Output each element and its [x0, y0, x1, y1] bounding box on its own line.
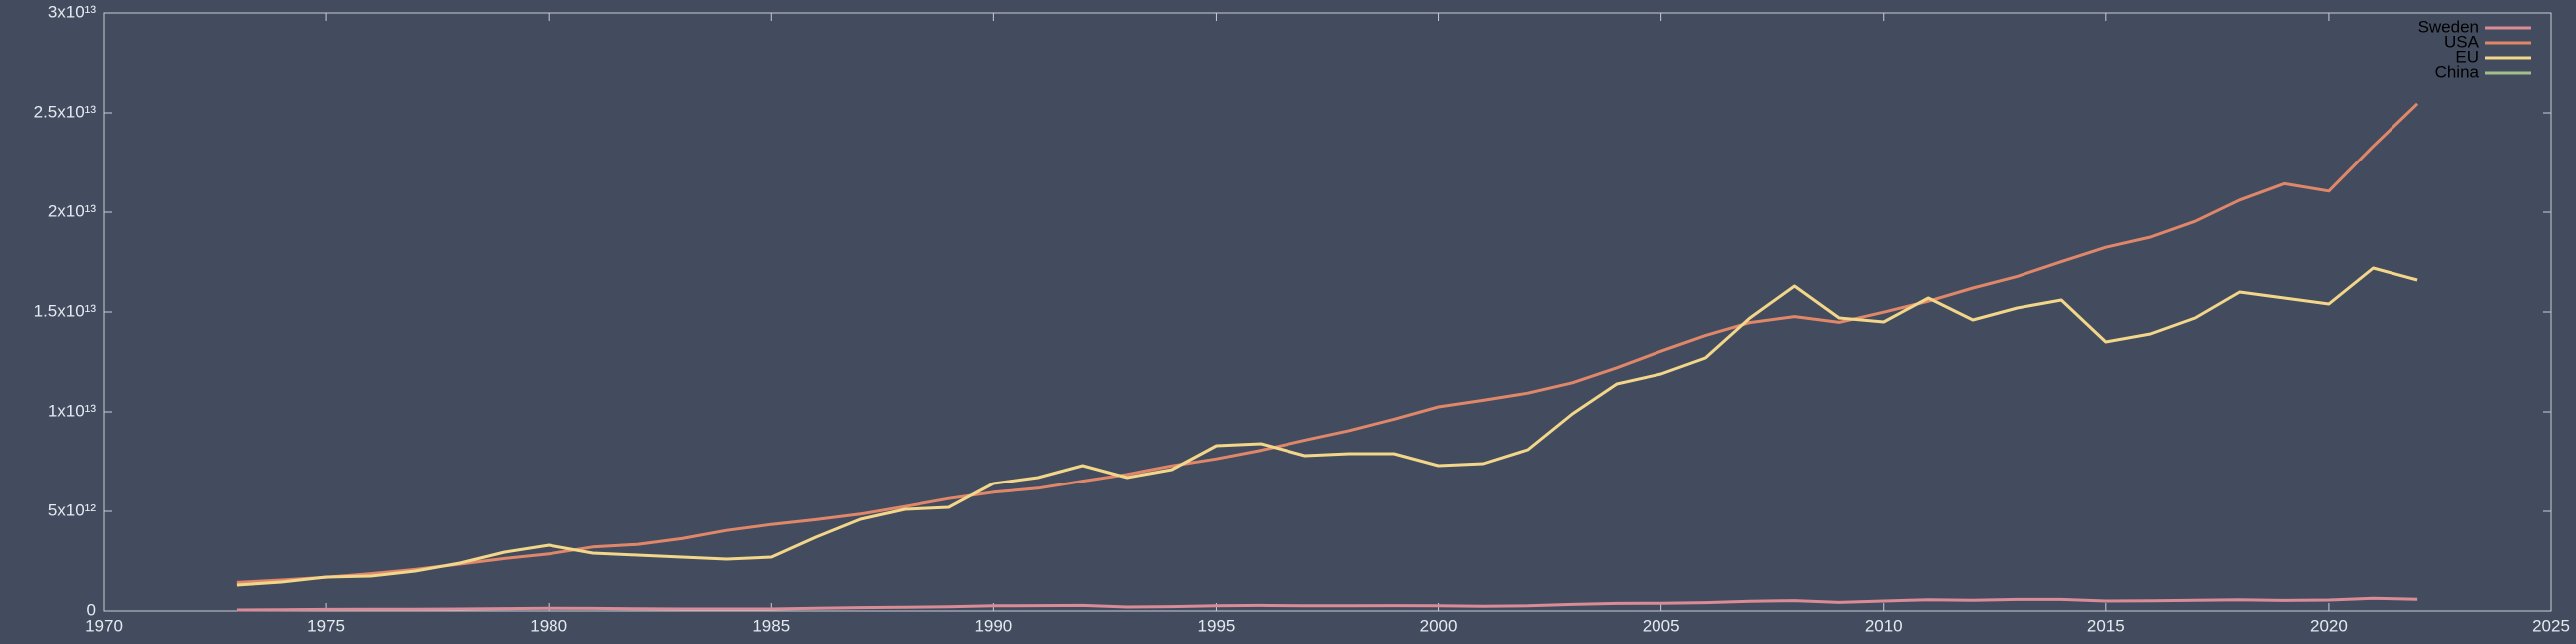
x-tick-label: 2020 [2310, 616, 2348, 635]
y-tick-label: 1x10¹³ [48, 401, 97, 420]
x-tick-label: 2000 [1420, 616, 1458, 635]
legend-label: EU [2455, 47, 2479, 66]
y-tick-label: 0 [87, 600, 96, 619]
x-tick-label: 2010 [1865, 616, 1903, 635]
x-tick-label: 1995 [1198, 616, 1236, 635]
y-tick-label: 2x10¹³ [48, 201, 97, 220]
legend-label: Sweden [2418, 17, 2479, 36]
x-tick-label: 1975 [307, 616, 345, 635]
x-tick-label: 2005 [1643, 616, 1680, 635]
x-tick-label: 2015 [2087, 616, 2125, 635]
y-tick-label: 1.5x10¹³ [34, 301, 97, 320]
x-tick-label: 1990 [974, 616, 1012, 635]
legend-label: China [2435, 62, 2480, 81]
x-tick-label: 1985 [752, 616, 790, 635]
y-tick-label: 5x10¹² [48, 500, 97, 519]
x-tick-label: 2025 [2532, 616, 2570, 635]
x-tick-label: 1970 [85, 616, 123, 635]
y-tick-label: 2.5x10¹³ [34, 102, 97, 121]
y-tick-label: 3x10¹³ [48, 2, 97, 21]
x-tick-label: 1980 [530, 616, 567, 635]
series-line [236, 266, 2418, 587]
series-line [236, 596, 2418, 612]
legend-label: USA [2444, 32, 2480, 51]
series-line [236, 102, 2419, 584]
